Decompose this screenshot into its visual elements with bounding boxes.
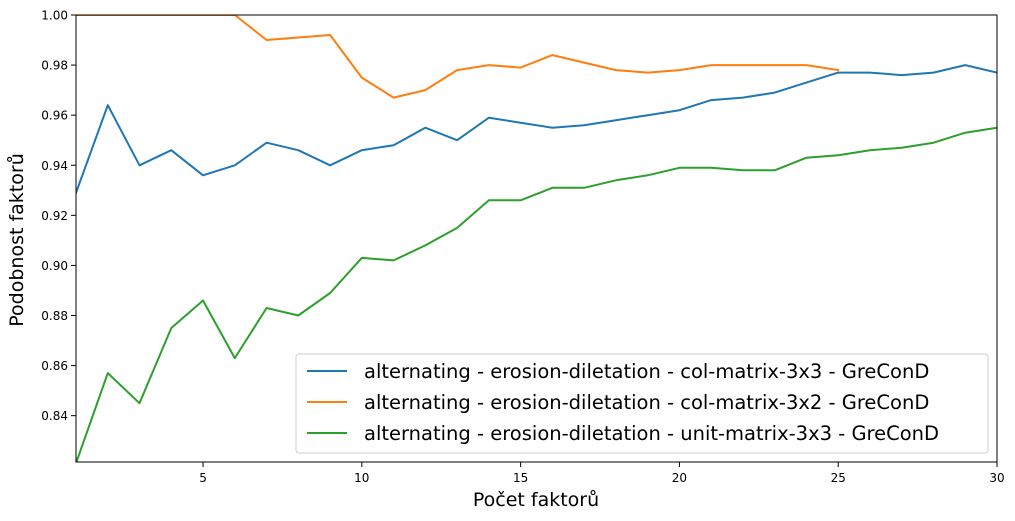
y-tick-label: 0.94 bbox=[41, 159, 68, 173]
x-tick-label: 10 bbox=[354, 471, 369, 485]
legend-label-col-3x3: alternating - erosion-diletation - col-m… bbox=[364, 360, 929, 383]
x-tick-label: 20 bbox=[672, 471, 687, 485]
y-tick-label: 1.00 bbox=[41, 9, 68, 23]
y-tick-label: 0.88 bbox=[41, 309, 68, 323]
x-tick-label: 15 bbox=[513, 471, 528, 485]
y-tick-label: 0.96 bbox=[41, 109, 68, 123]
series-layer bbox=[76, 15, 997, 462]
y-tick-label: 0.90 bbox=[41, 259, 68, 273]
legend-label-unit-3x3: alternating - erosion-diletation - unit-… bbox=[364, 422, 939, 445]
y-tick-label: 0.92 bbox=[41, 209, 68, 223]
legend: alternating - erosion-diletation - col-m… bbox=[295, 353, 989, 454]
y-axis: 0.84 0.86 0.88 0.90 0.92 0.94 0.96 0.98 1.00 bbox=[41, 9, 76, 423]
series-line-col-matrix-3x3 bbox=[76, 64, 997, 195]
plot-frame bbox=[75, 14, 998, 463]
legend-frame bbox=[295, 353, 989, 454]
y-axis-title: Podobnost faktorů bbox=[6, 153, 28, 326]
legend-label-col-3x2: alternating - erosion-diletation - col-m… bbox=[364, 391, 929, 414]
y-tick-label: 0.86 bbox=[41, 359, 68, 373]
series-line-col-matrix-3x2 bbox=[76, 15, 840, 99]
y-tick-label: 0.98 bbox=[41, 59, 68, 73]
series-line-unit-matrix-3x3 bbox=[76, 126, 997, 462]
x-axis: 5 10 15 20 25 30 bbox=[199, 462, 1005, 485]
x-tick-label: 25 bbox=[831, 471, 846, 485]
x-tick-label: 5 bbox=[199, 471, 207, 485]
x-tick-label: 30 bbox=[989, 471, 1004, 485]
y-tick-label: 0.84 bbox=[41, 409, 68, 423]
x-axis-title: Počet faktorů bbox=[473, 489, 599, 511]
